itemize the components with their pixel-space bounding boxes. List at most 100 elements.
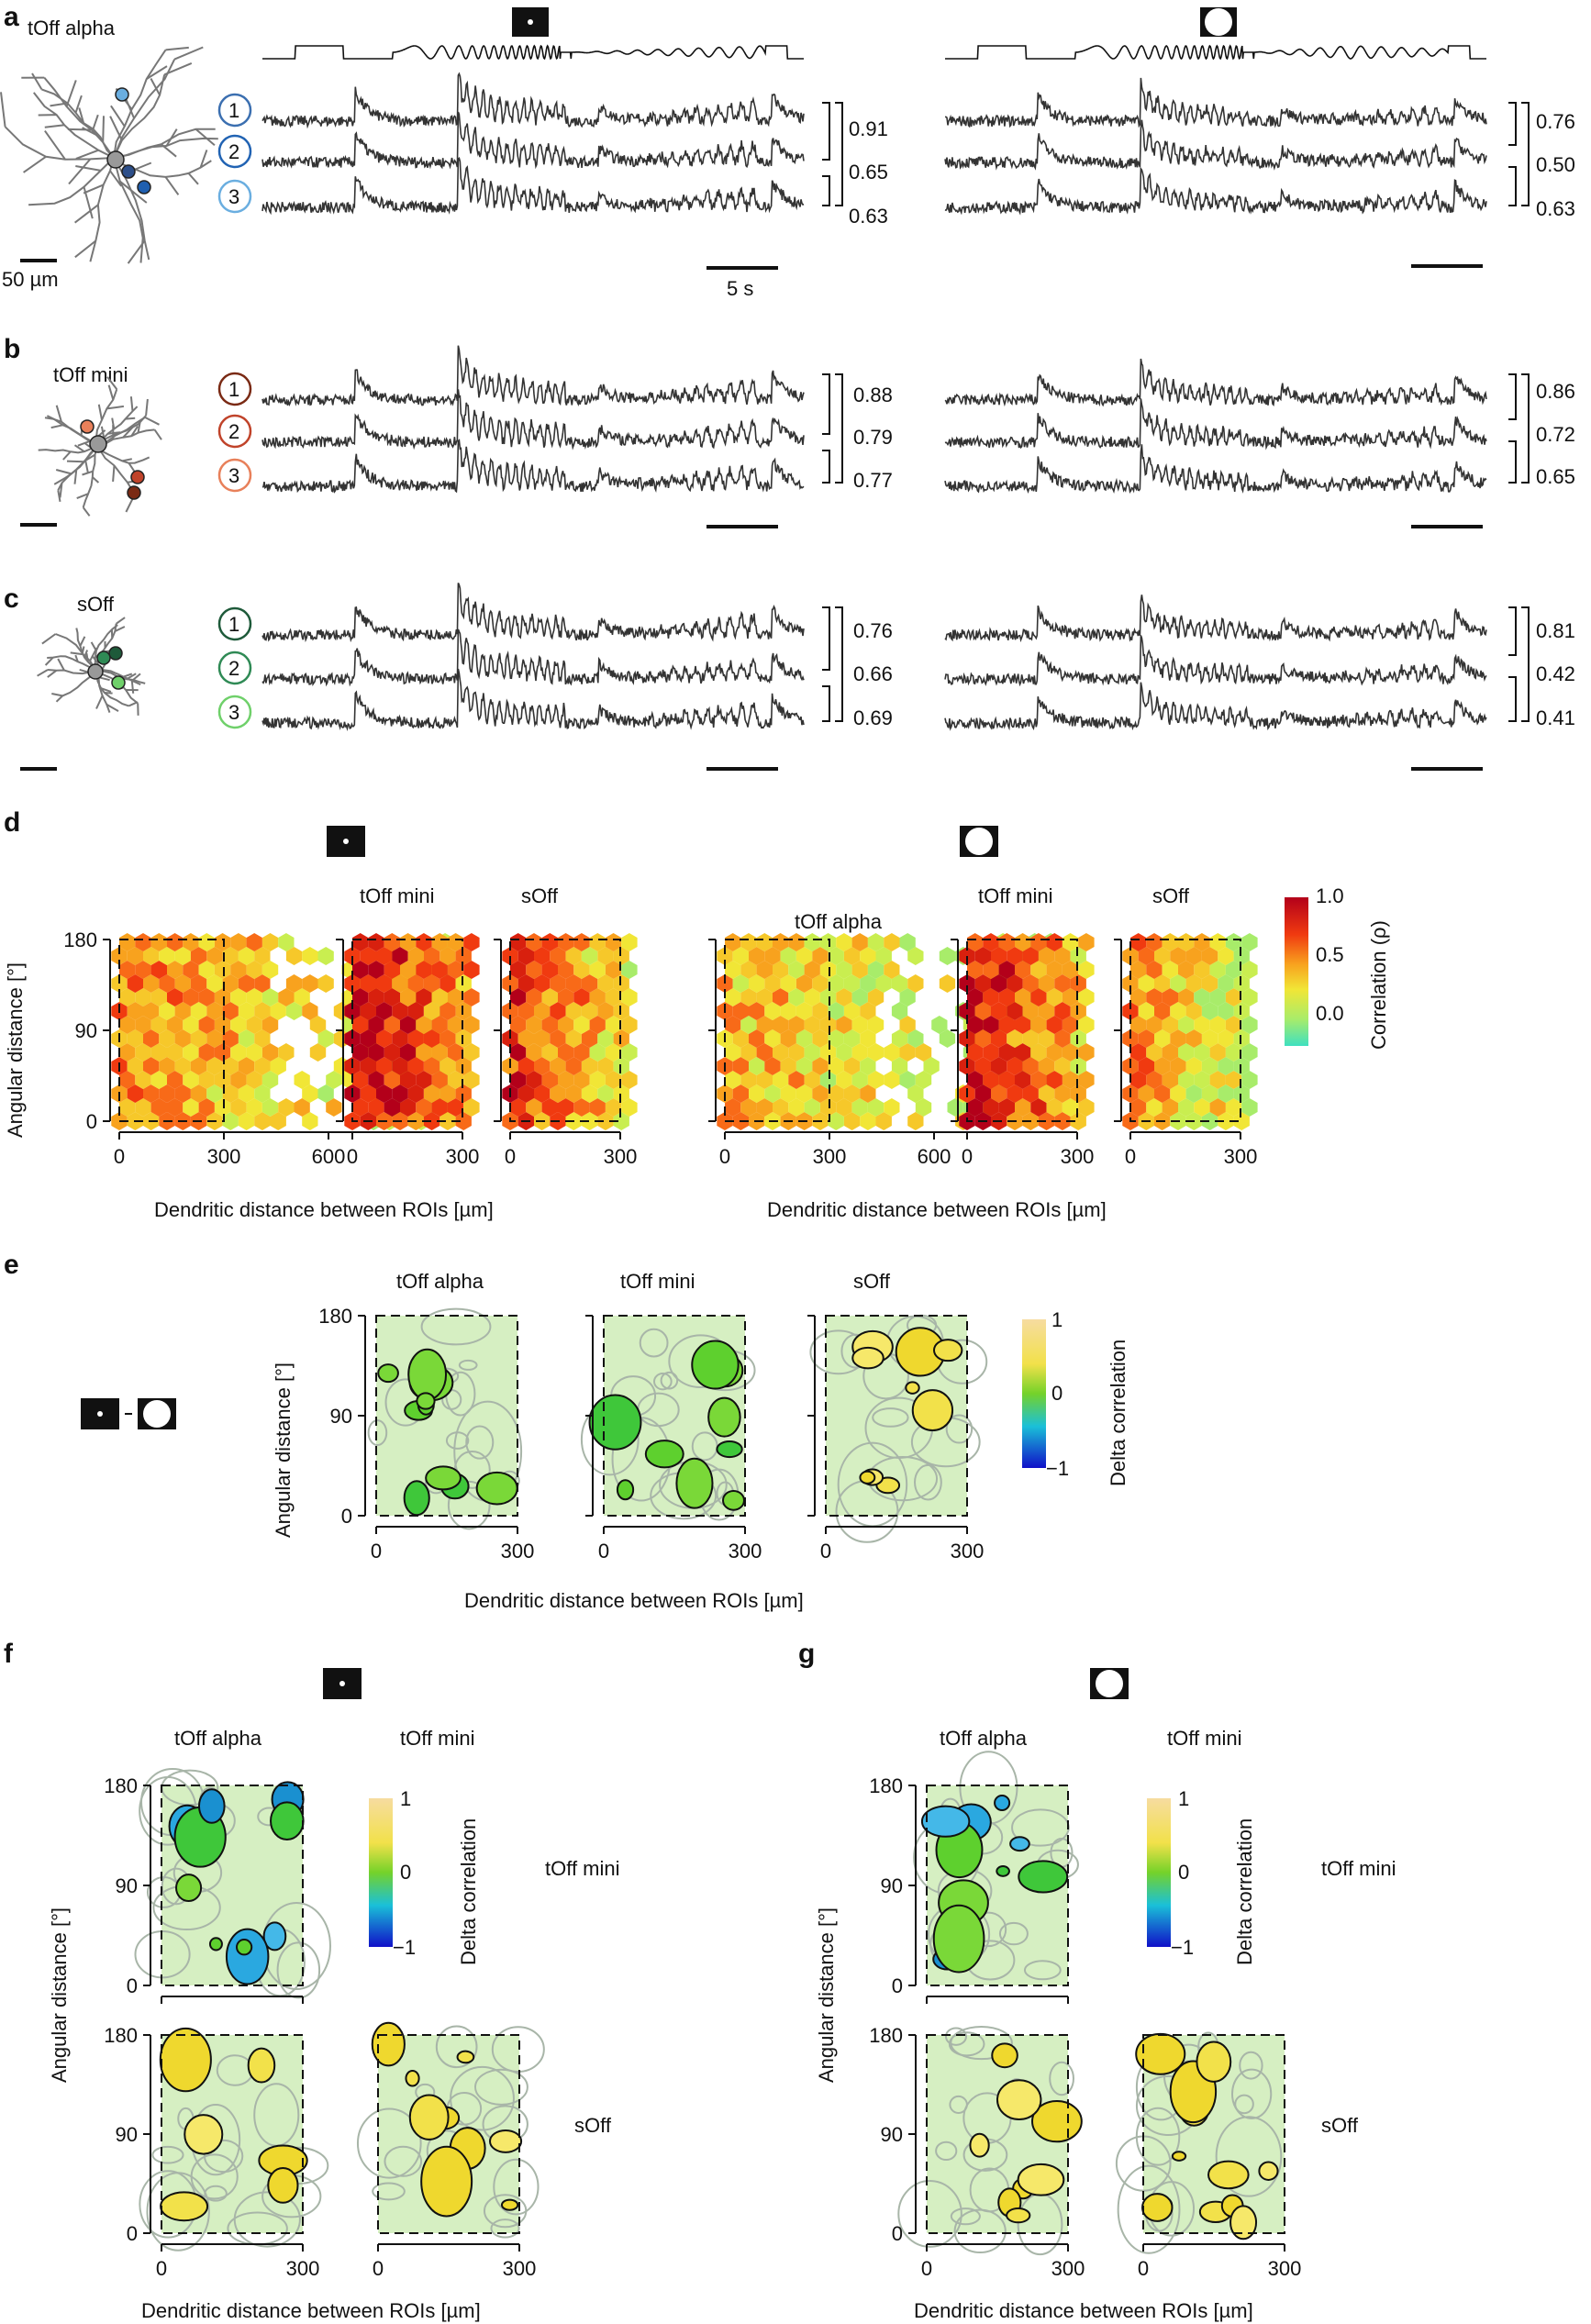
cbar-d-tick-3: 0.0 bbox=[1316, 1002, 1344, 1025]
x-tick-label: 300 bbox=[951, 1540, 985, 1562]
corr-b-surr-1: 0.86 bbox=[1536, 380, 1575, 403]
contour-map-g-soff-b bbox=[1115, 2031, 1285, 2254]
corr-c-surr-1: 0.81 bbox=[1536, 619, 1575, 642]
x-tick-label: 0 bbox=[598, 1540, 609, 1562]
g-row-1: tOff mini bbox=[1321, 1857, 1396, 1880]
d-xlabel-left: Dendritic distance between ROIs [µm] bbox=[154, 1198, 494, 1221]
contour-map-f-soff-b bbox=[356, 2021, 545, 2239]
corr-a-spot-2: 0.65 bbox=[849, 161, 888, 183]
contour-map-f-soff-a bbox=[139, 2027, 329, 2252]
roi-number: 2 bbox=[228, 420, 239, 443]
contour-map-g-soff-a bbox=[897, 2025, 1083, 2256]
cbar-f-tick-3: −1 bbox=[393, 1936, 416, 1959]
roi-dot-a2 bbox=[121, 164, 136, 179]
roi-number: 3 bbox=[228, 701, 239, 724]
hexbin-map bbox=[502, 933, 638, 1130]
contour-map-e-soff bbox=[809, 1314, 988, 1543]
calcium-traces bbox=[261, 72, 1487, 731]
corr-c-spot-3: 0.69 bbox=[853, 706, 893, 729]
g-xlabel: Dendritic distance between ROIs [µm] bbox=[914, 2299, 1253, 2322]
roi-dot-b3 bbox=[127, 485, 141, 500]
roi-badge-b3: 3 bbox=[217, 458, 252, 493]
y-tick-label: 0 bbox=[86, 1110, 97, 1133]
corr-a-surr-2: 0.50 bbox=[1536, 153, 1575, 176]
corr-a-spot-3: 0.63 bbox=[849, 205, 888, 228]
x-tick-label: 0 bbox=[156, 2257, 167, 2280]
corr-c-surr-2: 0.42 bbox=[1536, 662, 1575, 685]
y-tick-label: 0 bbox=[341, 1505, 352, 1528]
y-tick-label: 90 bbox=[116, 1874, 138, 1897]
roi-dot-c1 bbox=[108, 646, 123, 661]
corr-a-spot-1: 0.91 bbox=[849, 117, 888, 140]
roi-markers-a bbox=[106, 87, 151, 195]
x-tick-label: 0 bbox=[1125, 1145, 1136, 1168]
x-tick-label: 300 bbox=[604, 1145, 638, 1168]
roi-number: 2 bbox=[228, 140, 239, 163]
g-col-2: tOff mini bbox=[1167, 1727, 1242, 1750]
x-tick-label: 0 bbox=[962, 1145, 973, 1168]
roi-number: 1 bbox=[228, 378, 239, 401]
corr-b-spot-2: 0.79 bbox=[853, 426, 893, 449]
roi-badge-b1: 1 bbox=[217, 372, 252, 406]
corr-b-surr-3: 0.65 bbox=[1536, 465, 1575, 488]
contour-map-f-mini bbox=[134, 1767, 331, 1999]
x-tick-label: 600 bbox=[312, 1145, 346, 1168]
y-tick-label: 180 bbox=[869, 1774, 903, 1797]
colorbar-correlation bbox=[1285, 897, 1308, 1046]
x-tick-label: 300 bbox=[446, 1145, 480, 1168]
colorbar-delta-g bbox=[1147, 1798, 1171, 1947]
cbar-g-tick-3: −1 bbox=[1171, 1936, 1194, 1959]
x-tick-label: 300 bbox=[1051, 2257, 1085, 2280]
f-col-2: tOff mini bbox=[400, 1727, 475, 1750]
roi-number: 3 bbox=[228, 464, 239, 487]
panel-letter-f: f bbox=[4, 1639, 14, 1669]
corr-b-surr-2: 0.72 bbox=[1536, 423, 1575, 446]
cell-label-c: sOff bbox=[77, 593, 115, 616]
roi-dot-c2 bbox=[96, 650, 111, 665]
x-tick-label: 0 bbox=[371, 1540, 382, 1562]
e-xlabel: Dendritic distance between ROIs [µm] bbox=[464, 1589, 804, 1612]
cbar-g-tick-2: 0 bbox=[1178, 1861, 1189, 1884]
corr-c-spot-2: 0.66 bbox=[853, 662, 893, 685]
corr-c-surr-3: 0.41 bbox=[1536, 706, 1575, 729]
y-tick-label: 0 bbox=[892, 2222, 903, 2245]
stimulus-icon-surround-top bbox=[1200, 7, 1237, 37]
x-tick-label: 300 bbox=[1224, 1145, 1258, 1168]
cbar-f-tick-1: 1 bbox=[400, 1787, 411, 1810]
roi-markers-c bbox=[87, 646, 126, 690]
e-ylabel: Angular distance [°] bbox=[272, 1362, 295, 1538]
f-ylabel: Angular distance [°] bbox=[48, 1907, 71, 2083]
correlation-values: 0.91 0.65 0.63 0.76 0.50 0.63 0.88 0.79 … bbox=[849, 110, 1575, 729]
cbar-d-tick-2: 0.5 bbox=[1316, 943, 1344, 966]
y-tick-label: 90 bbox=[116, 2123, 138, 2146]
roi-dot-b2 bbox=[130, 470, 145, 484]
cbar-e-tick-1: 1 bbox=[1051, 1308, 1063, 1331]
d-title-tminI-spot: tOff mini bbox=[360, 884, 435, 907]
x-tick-label: 0 bbox=[1138, 2257, 1149, 2280]
contour-map-e-talpha bbox=[367, 1307, 523, 1530]
hexbin-map bbox=[344, 933, 480, 1130]
x-tick-label: 0 bbox=[505, 1145, 516, 1168]
roi-number: 3 bbox=[228, 185, 239, 208]
stimulus-icon-spot-d bbox=[327, 826, 365, 857]
roi-number: 1 bbox=[228, 613, 239, 636]
x-tick-label: 300 bbox=[503, 2257, 537, 2280]
y-tick-label: 180 bbox=[104, 2024, 138, 2047]
stimulus-trace-surround bbox=[945, 44, 1486, 61]
corr-c-spot-1: 0.76 bbox=[853, 619, 893, 642]
f-col-1: tOff alpha bbox=[174, 1727, 262, 1750]
y-tick-label: 0 bbox=[127, 1974, 138, 1997]
roi-badge-a3: 3 bbox=[217, 179, 252, 214]
y-tick-label: 180 bbox=[869, 2024, 903, 2047]
panel-letter-d: d bbox=[4, 807, 20, 838]
e-title-2: tOff mini bbox=[620, 1270, 695, 1293]
hexbin-map bbox=[1122, 933, 1258, 1130]
x-tick-label: 0 bbox=[114, 1145, 125, 1168]
panel-letter-e: e bbox=[4, 1250, 19, 1280]
x-tick-label: 0 bbox=[373, 2257, 384, 2280]
roi-number-badges: 1 2 3 1 2 3 1 2 3 bbox=[217, 93, 252, 729]
cbar-d-tick-1: 1.0 bbox=[1316, 884, 1344, 907]
g-row-2: sOff bbox=[1321, 2114, 1359, 2137]
d-title-soff-surr: sOff bbox=[1152, 884, 1190, 907]
